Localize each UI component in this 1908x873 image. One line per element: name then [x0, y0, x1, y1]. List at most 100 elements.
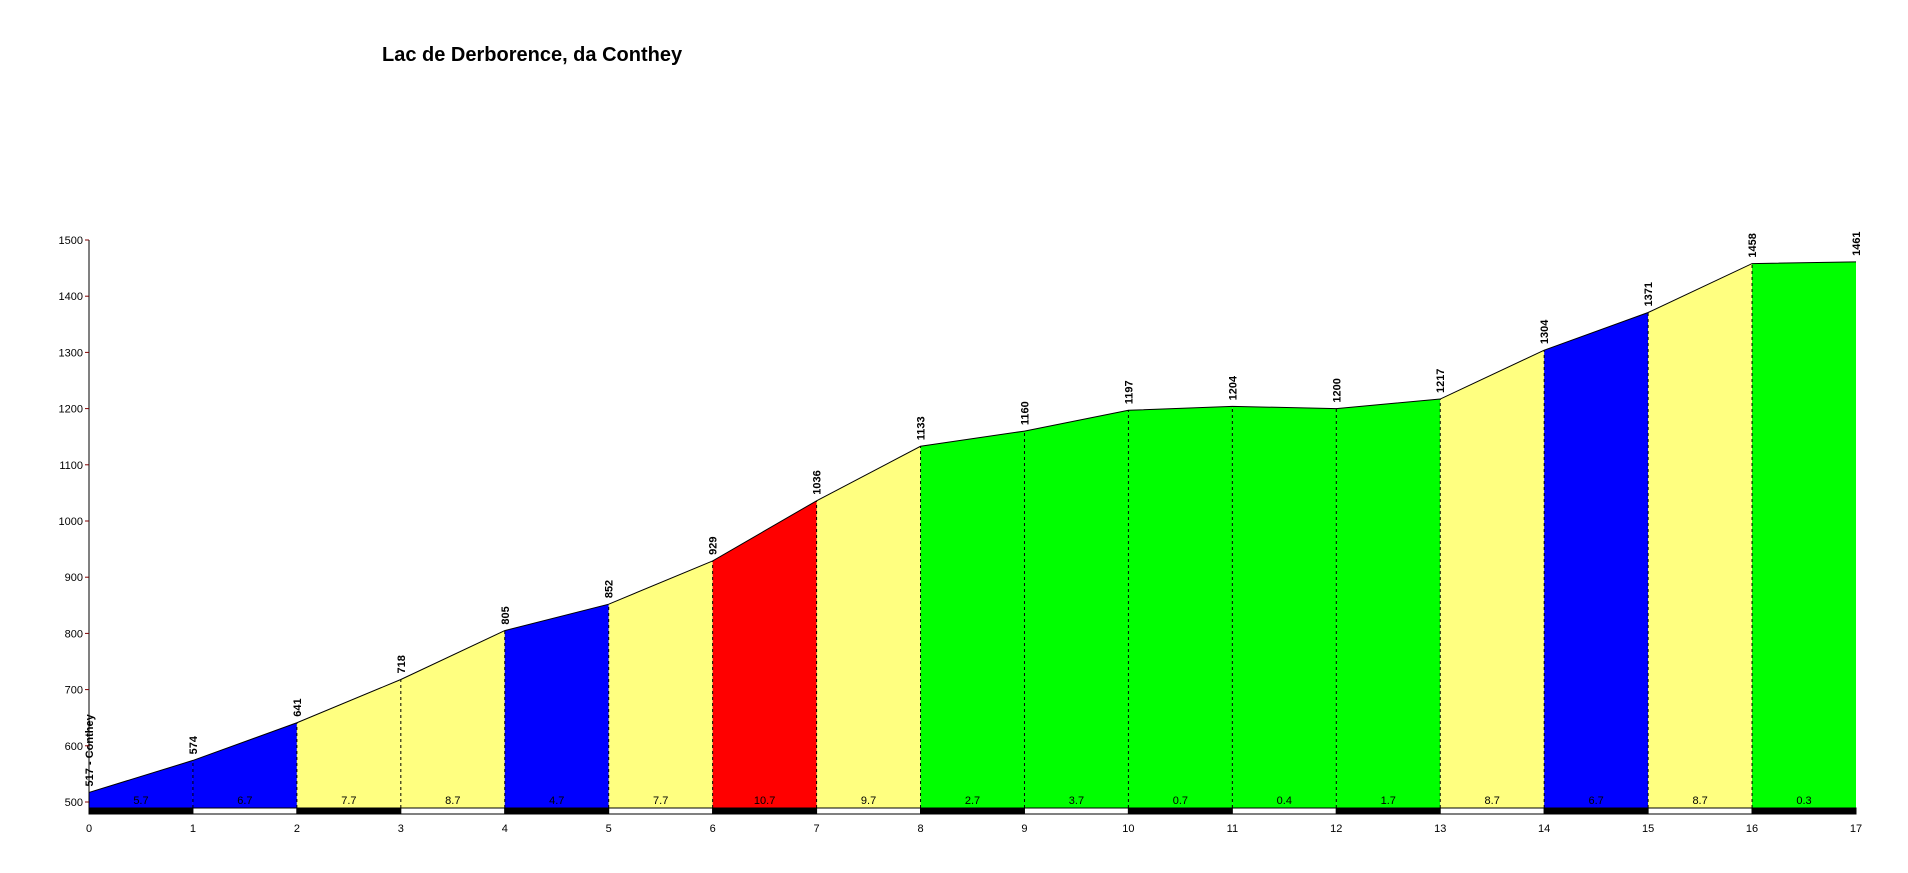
gradient-label: 8.7: [445, 795, 460, 807]
segment-fill: [1440, 350, 1545, 808]
y-tick-label: 1300: [59, 347, 83, 359]
x-tick-label: 2: [294, 823, 300, 835]
x-tick-label: 6: [710, 823, 716, 835]
x-tick-label: 11: [1227, 823, 1238, 835]
y-tick-label: 900: [65, 572, 83, 584]
x-tick-label: 5: [606, 823, 612, 835]
distance-bar-segment: [192, 807, 298, 815]
elevation-label: 1217: [1435, 369, 1447, 393]
x-tick-label: 17: [1850, 823, 1862, 835]
elevation-label: 1036: [812, 470, 824, 494]
segment-fill: [1752, 261, 1856, 809]
elevation-label: 805: [500, 606, 512, 624]
gradient-label: 7.7: [341, 795, 356, 807]
x-tick-label: 7: [814, 823, 820, 835]
gradient-label: 2.7: [965, 795, 980, 807]
y-tick-label: 1400: [59, 291, 83, 303]
segment-fill: [920, 431, 1025, 808]
x-tick-label: 16: [1746, 823, 1758, 835]
y-tick-label: 1500: [59, 235, 83, 247]
segment-fill: [89, 760, 193, 808]
distance-bar-segment: [296, 807, 402, 815]
segment-fill: [400, 630, 505, 808]
gradient-label: 8.7: [1692, 795, 1707, 807]
x-tick-label: 14: [1538, 823, 1550, 835]
elevation-label: 852: [604, 580, 616, 598]
segment-fill: [296, 679, 401, 808]
segment-fill: [1544, 312, 1649, 808]
distance-bar-segment: [88, 807, 194, 815]
gradient-label: 0.7: [1173, 795, 1188, 807]
x-tick-label: 0: [86, 823, 92, 835]
profile-line: [88, 261, 1857, 793]
segment-fill: [1336, 399, 1441, 808]
distance-bar-segment: [1231, 807, 1337, 815]
x-tick-label: 13: [1434, 823, 1446, 835]
gradient-label: 4.7: [549, 795, 564, 807]
distance-bar-segment: [1751, 807, 1857, 815]
gradient-label: 9.7: [861, 795, 876, 807]
gradient-label: 7.7: [653, 795, 668, 807]
elevation-label: 1160: [1019, 401, 1031, 425]
elevation-label: 1371: [1643, 282, 1655, 306]
segment-fill: [712, 500, 817, 808]
y-tick-label: 800: [65, 628, 83, 640]
segment-fill: [1024, 410, 1129, 808]
segment-fill: [504, 604, 609, 808]
x-tick-label: 12: [1330, 823, 1342, 835]
elevation-label: 929: [708, 537, 720, 555]
y-tick-label: 600: [65, 741, 83, 753]
elevation-label: 1197: [1123, 380, 1135, 404]
gradient-label: 3.7: [1069, 795, 1084, 807]
distance-bar-segment: [608, 807, 714, 815]
distance-bar-segment: [1023, 807, 1129, 815]
x-tick-label: 10: [1122, 823, 1134, 835]
segment-fill: [1648, 263, 1753, 808]
elevation-label: 1304: [1539, 319, 1551, 344]
x-tick-label: 4: [502, 823, 508, 835]
distance-bar-segment: [1439, 807, 1545, 815]
x-tick-label: 1: [190, 823, 196, 835]
gradient-label: 8.7: [1485, 795, 1500, 807]
elevation-label: 641: [292, 698, 304, 716]
gradient-label: 6.7: [237, 795, 252, 807]
gradient-label: 0.4: [1277, 795, 1292, 807]
distance-bar-segment: [1335, 807, 1441, 815]
elevation-label: 1204: [1227, 375, 1239, 400]
distance-bar-segment: [400, 807, 506, 815]
segment-fill: [1232, 406, 1337, 808]
y-tick-label: 1000: [59, 516, 83, 528]
x-tick-label: 9: [1021, 823, 1027, 835]
y-tick-label: 500: [65, 797, 83, 809]
elevation-label: 1458: [1747, 233, 1759, 257]
distance-bar-segment: [1127, 807, 1233, 815]
y-tick-label: 700: [65, 685, 83, 697]
distance-bar-segment: [816, 807, 922, 815]
gradient-label: 0.3: [1796, 795, 1811, 807]
x-tick-label: 15: [1642, 823, 1654, 835]
elevation-label: 1200: [1331, 378, 1343, 402]
elevation-label: 1133: [916, 416, 928, 440]
x-tick-label: 3: [398, 823, 404, 835]
distance-bar-segment: [712, 807, 818, 815]
x-tick-label: 8: [917, 823, 923, 835]
gradient-label: 5.7: [133, 795, 148, 807]
gradient-label: 10.7: [754, 795, 775, 807]
segment-fill: [816, 446, 921, 808]
distance-bar-segment: [504, 807, 610, 815]
elevation-label: 1461: [1851, 231, 1863, 255]
distance-bar-segment: [1543, 807, 1649, 815]
distance-bar-segment: [1647, 807, 1753, 815]
y-tick-label: 1100: [59, 460, 83, 472]
elevation-label: 718: [396, 655, 408, 673]
chart-title: Lac de Derborence, da Conthey: [382, 44, 683, 66]
y-tick-label: 1200: [59, 404, 83, 416]
elevation-label: 517 - Conthey: [84, 713, 96, 786]
gradient-label: 1.7: [1381, 795, 1396, 807]
segment-fill: [608, 560, 713, 808]
distance-bar-segment: [920, 807, 1025, 815]
gradient-label: 6.7: [1588, 795, 1603, 807]
segment-fill: [192, 722, 297, 808]
elevation-label: 574: [188, 735, 200, 754]
